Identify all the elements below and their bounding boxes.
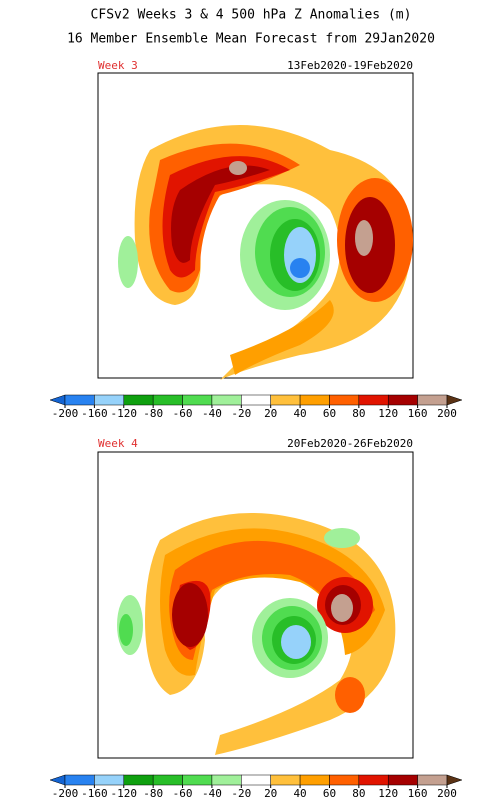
map-panel: Week 4 20Feb2020-26Feb2020 <box>97 437 414 759</box>
colorbar-end <box>446 774 463 786</box>
colorbar-swatch <box>182 774 213 786</box>
colorbar-tick-label: -160 <box>81 407 108 420</box>
colorbar-tick-label: 80 <box>352 407 365 420</box>
colorbar-tick-label: 40 <box>293 407 306 420</box>
panel-dates: 13Feb2020-19Feb2020 <box>287 59 413 72</box>
colorbar-tick-label: 40 <box>293 787 306 800</box>
colorbar-tick-label: -20 <box>231 787 251 800</box>
colorbar-swatch <box>123 774 154 786</box>
colorbar-tick-label: -40 <box>202 787 222 800</box>
map-panel: Week 3 13Feb2020-19Feb2020 <box>97 59 414 380</box>
colorbar-tick-label: 120 <box>378 407 398 420</box>
colorbar-end <box>446 394 463 406</box>
colorbar-tick-label: -120 <box>111 787 138 800</box>
panel-label: Week 4 <box>98 437 138 450</box>
colorbar-tick-label: -200 <box>52 407 79 420</box>
colorbar: -200 -160 -120 -80 -60 -40 -20 20 40 60 80 120 160 20… <box>49 774 463 800</box>
colorbar-tick-label: -120 <box>111 407 138 420</box>
colorbar-swatch <box>358 394 389 406</box>
colorbar-tick-label: 80 <box>352 787 365 800</box>
colorbar-tick-label: 200 <box>437 787 457 800</box>
colorbar-swatch <box>241 774 271 786</box>
colorbar-swatch <box>417 394 448 406</box>
colorbar-swatch <box>241 394 271 406</box>
colorbar-swatch <box>94 394 125 406</box>
colorbar-swatch <box>358 774 389 786</box>
panel-label: Week 3 <box>98 59 138 72</box>
colorbar-end <box>49 394 66 406</box>
colorbar-end <box>49 774 66 786</box>
colorbar-tick-label: 20 <box>264 787 277 800</box>
colorbar-swatch <box>64 774 95 786</box>
panel-dates: 20Feb2020-26Feb2020 <box>287 437 413 450</box>
colorbar-swatch <box>94 774 125 786</box>
colorbar-swatch <box>152 774 183 786</box>
title-line-1: CFSv2 Weeks 3 & 4 500 hPa Z Anomalies (m… <box>91 8 412 23</box>
colorbar-tick-label: 60 <box>323 407 336 420</box>
colorbar-tick-label: -60 <box>173 787 193 800</box>
colorbar-tick-label: 160 <box>408 407 428 420</box>
colorbar-tick-label: -60 <box>173 407 193 420</box>
colorbar-tick-label: 20 <box>264 407 277 420</box>
anomaly-field <box>117 513 396 755</box>
title-line-2: 16 Member Ensemble Mean Forecast from 29… <box>67 32 435 47</box>
colorbar-tick-label: -40 <box>202 407 222 420</box>
colorbar-swatch <box>123 394 154 406</box>
colorbar-swatch <box>152 394 183 406</box>
colorbar-tick-label: -200 <box>52 787 79 800</box>
colorbar-swatch <box>299 774 330 786</box>
colorbar-tick-label: 120 <box>378 787 398 800</box>
colorbar-swatch <box>299 394 330 406</box>
colorbar-swatch <box>417 774 448 786</box>
colorbar-swatch <box>387 774 418 786</box>
colorbar-tick-label: 160 <box>408 787 428 800</box>
colorbar-tick-label: -80 <box>143 787 163 800</box>
colorbar-tick-label: 60 <box>323 787 336 800</box>
colorbar-swatch <box>211 394 242 406</box>
colorbar-swatch <box>182 394 213 406</box>
colorbar-tick-label: -80 <box>143 407 163 420</box>
colorbar-swatch <box>270 774 301 786</box>
colorbar-swatch <box>211 774 242 786</box>
colorbar: -200 -160 -120 -80 -60 -40 -20 20 40 60 80 120 160 20… <box>49 394 463 420</box>
anomaly-field <box>118 125 413 380</box>
colorbar-tick-label: -20 <box>231 407 251 420</box>
colorbar-swatch <box>387 394 418 406</box>
colorbar-tick-label: 200 <box>437 407 457 420</box>
colorbar-swatch <box>270 394 301 406</box>
colorbar-swatch <box>329 774 360 786</box>
colorbar-swatch <box>329 394 360 406</box>
colorbar-swatch <box>64 394 95 406</box>
colorbar-tick-label: -160 <box>81 787 108 800</box>
